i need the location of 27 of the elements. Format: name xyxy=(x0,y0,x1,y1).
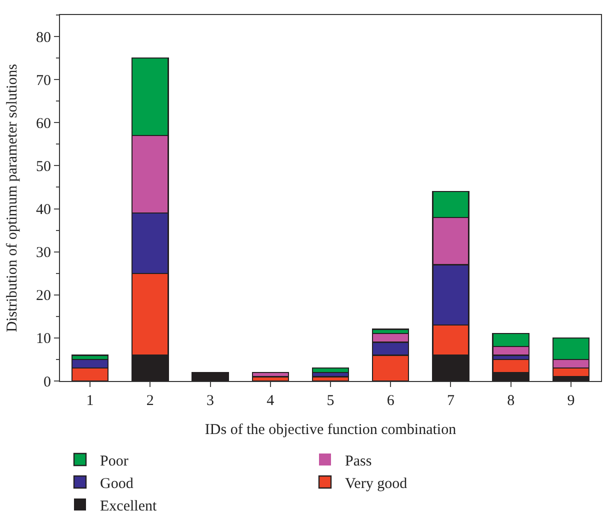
x-tick-label: 2 xyxy=(146,393,154,409)
y-axis-title: Distribution of optimum parameter solutions xyxy=(4,64,20,332)
y-tick-label: 70 xyxy=(36,72,51,89)
y-tick-label: 40 xyxy=(36,202,51,218)
y-tick-label: 30 xyxy=(36,245,51,262)
y-tick-label: 50 xyxy=(36,158,51,175)
x-tick-label: 7 xyxy=(446,393,455,409)
legend-label: Poor xyxy=(100,453,128,470)
x-tick-label: 5 xyxy=(326,393,334,409)
x-tick-label: 9 xyxy=(567,393,575,409)
bar xyxy=(252,372,290,378)
legend-label: Very good xyxy=(345,476,408,492)
y-tick-label: 0 xyxy=(44,374,51,390)
legend-label: Pass xyxy=(345,453,372,470)
x-tick-label: 3 xyxy=(206,393,214,409)
y-tick-label: 20 xyxy=(36,288,51,304)
x-tick-label: 4 xyxy=(266,393,275,409)
x-tick-label: 6 xyxy=(386,393,395,409)
x-axis-title: IDs of the objective function combination xyxy=(204,422,457,438)
legend-label: Good xyxy=(100,476,134,492)
bar xyxy=(192,372,229,381)
legend-label: Excellent xyxy=(100,498,158,514)
x-tick-label: 1 xyxy=(86,393,94,409)
y-tick-label: 60 xyxy=(36,116,51,132)
y-tick-label: 10 xyxy=(36,331,51,348)
x-tick-label: 8 xyxy=(507,393,515,409)
y-tick-label: 80 xyxy=(36,30,51,46)
